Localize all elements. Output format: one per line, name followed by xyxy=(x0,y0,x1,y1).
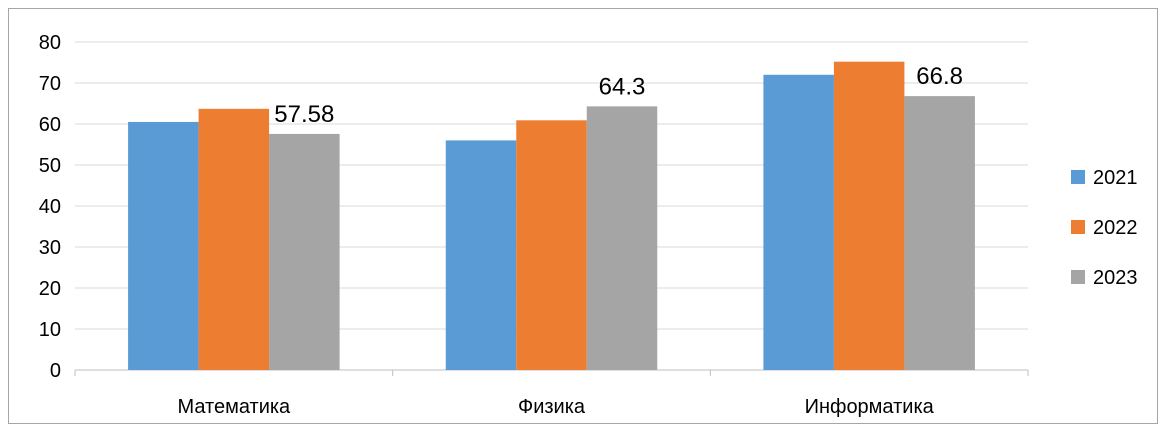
bar-2022-1 xyxy=(516,120,587,370)
legend-label: 2023 xyxy=(1093,267,1138,289)
data-label: 64.3 xyxy=(599,73,646,100)
data-label: 66.8 xyxy=(916,63,963,90)
y-tick-label: 20 xyxy=(39,278,61,300)
bar-2022-2 xyxy=(833,61,905,371)
category-label: Математика xyxy=(177,396,291,418)
legend-label: 2021 xyxy=(1093,167,1138,189)
bar-2023-2 xyxy=(904,96,975,371)
y-tick-label: 80 xyxy=(39,32,61,54)
bar-2021-1 xyxy=(445,140,517,370)
bar-2023-0 xyxy=(269,133,340,370)
bar-2023-1 xyxy=(586,106,658,371)
bar-2022-0 xyxy=(198,108,270,370)
y-tick-label: 40 xyxy=(39,196,61,218)
y-tick-label: 60 xyxy=(39,114,61,136)
y-tick-label: 50 xyxy=(39,155,61,177)
y-tick-label: 30 xyxy=(39,237,61,259)
y-tick-label: 10 xyxy=(39,319,61,341)
data-label: 57.58 xyxy=(274,101,334,128)
bar-2021-2 xyxy=(763,74,834,371)
legend-swatch-2021 xyxy=(1071,170,1085,184)
y-tick-label: 70 xyxy=(39,73,61,95)
y-tick-label: 0 xyxy=(50,360,61,382)
legend-swatch-2023 xyxy=(1071,270,1085,284)
category-label: Информатика xyxy=(805,396,935,418)
bar-2021-0 xyxy=(128,121,199,370)
legend-swatch-2022 xyxy=(1071,220,1085,234)
category-label: Физика xyxy=(518,396,586,418)
legend-label: 2022 xyxy=(1093,217,1138,239)
